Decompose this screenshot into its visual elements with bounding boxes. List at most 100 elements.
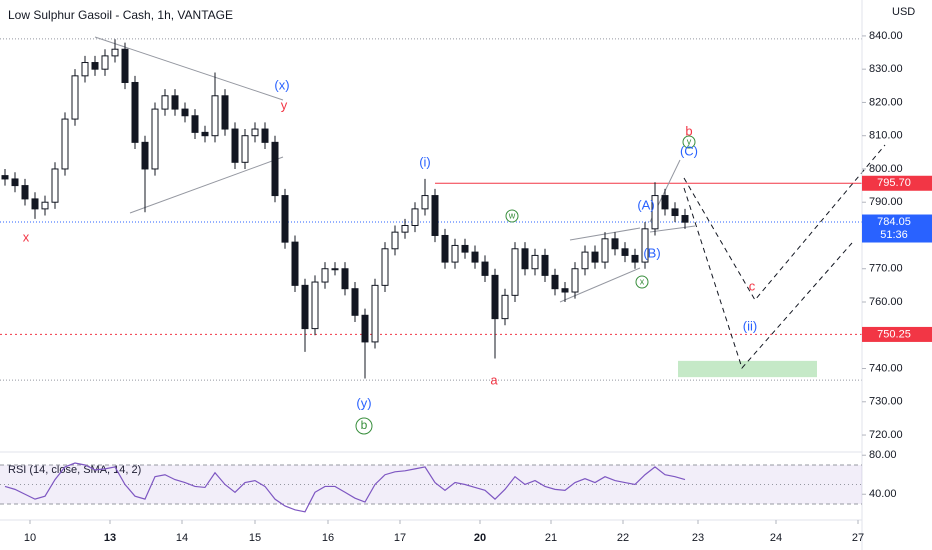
y-tick-label: 790.00 (869, 196, 903, 208)
candle-body (231, 128, 239, 163)
candle-body (591, 251, 599, 263)
candle-body (361, 314, 369, 343)
candle-body (631, 254, 639, 263)
x-tick-label: 23 (692, 532, 704, 544)
candle-body (151, 108, 159, 170)
candle-body (141, 141, 149, 170)
wave-label: a (490, 372, 498, 387)
y-tick-label: 720.00 (869, 429, 903, 441)
candle-body (461, 244, 469, 253)
y-tick-label: 830.00 (869, 63, 903, 75)
x-tick-label: 15 (249, 532, 261, 544)
target-zone (678, 360, 817, 378)
annotation-circle (635, 275, 649, 289)
candle-body (61, 118, 69, 170)
wave-label: (A) (637, 197, 654, 212)
y-tick-label: 740.00 (869, 362, 903, 374)
candle-body (531, 254, 539, 270)
candle-body (511, 248, 519, 296)
trend-line (129, 156, 284, 214)
candle-body (91, 62, 99, 70)
wave-label: b (685, 123, 692, 138)
x-tick-label: 27 (852, 532, 864, 544)
wave-label: w (508, 210, 516, 220)
y-tick-label: 760.00 (869, 296, 903, 308)
trend-line (559, 267, 641, 303)
wave-label: (C) (680, 143, 698, 158)
candle-body (451, 244, 459, 263)
price-label: 784.05 (877, 216, 911, 228)
candle-body (441, 234, 449, 263)
annotation-circle (682, 135, 696, 149)
y-tick-label: 800.00 (869, 163, 903, 175)
candle-body (671, 208, 679, 217)
rsi-line (4, 462, 686, 513)
candle-body (411, 208, 419, 227)
wave-label: x (23, 229, 30, 244)
y-tick-label: 770.00 (869, 263, 903, 275)
wave-label: y (687, 136, 692, 146)
candle-body (51, 168, 59, 203)
candle-body (271, 141, 279, 197)
candle-body (11, 178, 19, 187)
wave-label: (i) (419, 154, 431, 169)
candle-body (501, 294, 509, 320)
price-label: 750.25 (877, 328, 911, 340)
candle-body (321, 268, 329, 283)
candle-body (611, 238, 619, 250)
price-label-box (862, 326, 932, 342)
projection-lines (683, 144, 886, 369)
candle-body (301, 284, 309, 330)
candle-body (71, 75, 79, 120)
candle-body (471, 251, 479, 263)
countdown: 51:36 (880, 229, 908, 241)
candle-body (81, 62, 89, 77)
y-tick-label: 820.00 (869, 96, 903, 108)
x-tick-label: 24 (770, 532, 782, 544)
y-tick-label: 730.00 (869, 396, 903, 408)
candle-body (571, 268, 579, 293)
candle-body (201, 131, 209, 137)
candle-body (381, 248, 389, 286)
rsi-tick-label: 40.00 (869, 488, 897, 500)
wave-label: (y) (356, 395, 371, 410)
wave-label: (ii) (743, 318, 757, 333)
candle-body (191, 115, 199, 133)
candle-body (681, 215, 689, 223)
candle-body (391, 231, 399, 250)
candle-body (341, 268, 349, 290)
candle-body (251, 128, 259, 137)
candle-body (431, 195, 439, 236)
wave-label: c (749, 278, 756, 293)
projection (683, 144, 886, 301)
candle-body (581, 251, 589, 270)
wave-label: (B) (643, 245, 660, 260)
candle-body (521, 248, 529, 270)
trend-line (94, 36, 284, 101)
under-layer (0, 38, 862, 381)
candle-body (651, 195, 659, 230)
candle-body (101, 55, 109, 70)
candle-body (291, 241, 299, 286)
candle-body (31, 198, 39, 210)
rsi-tick-label: 80.00 (869, 449, 897, 461)
wave-label: x (640, 276, 645, 286)
chart-title: Low Sulphur Gasoil - Cash, 1h, VANTAGE (8, 8, 233, 22)
projection (683, 187, 853, 369)
candle-body (331, 268, 339, 271)
candle-body (491, 274, 499, 320)
candle-body (181, 108, 189, 117)
candle-body (161, 95, 169, 110)
y-tick-label: 810.00 (869, 130, 903, 142)
x-tick-label: 10 (24, 532, 36, 544)
candle-body (371, 284, 379, 343)
candle-body (551, 274, 559, 290)
rsi-label: RSI (14, close, SMA, 14, 2) (8, 464, 141, 476)
y-tick-label: 840.00 (869, 30, 903, 42)
price-label: 795.70 (877, 177, 911, 189)
trend-line (649, 225, 696, 233)
candle-body (641, 228, 649, 263)
candle-body (21, 185, 29, 200)
